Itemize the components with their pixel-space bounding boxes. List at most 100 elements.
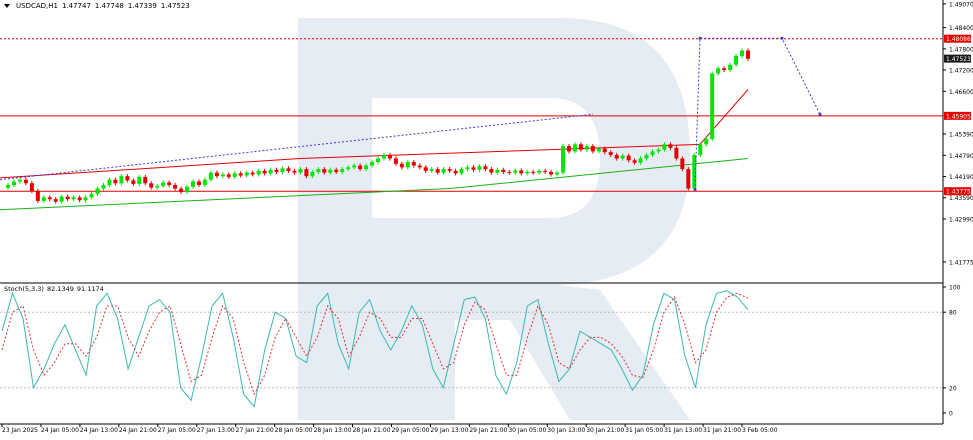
candle-body <box>722 68 727 71</box>
time-tick-label: 31 Jan 21:00 <box>703 427 741 434</box>
candle-body <box>435 169 440 173</box>
time-tick-label: 29 Jan 05:00 <box>391 427 429 434</box>
time-tick-label: 31 Jan 13:00 <box>664 427 702 434</box>
candle-body <box>208 172 213 180</box>
candle-body <box>95 188 100 194</box>
candle-body <box>596 148 601 152</box>
stoch-main-line <box>1 290 749 408</box>
candle-body <box>716 68 721 74</box>
candle-body <box>572 144 577 152</box>
candle-body <box>6 185 10 188</box>
candle-body <box>280 168 285 172</box>
candle-body <box>77 197 82 201</box>
symbol-label: USDCAD,H1 <box>16 2 58 10</box>
stoch-tick-label: 80 <box>949 310 957 317</box>
chart-header[interactable]: USDCAD,H1 1.47747 1.47748 1.47339 1.4752… <box>4 2 190 10</box>
candle-body <box>495 169 500 173</box>
price-tick-label: 1.48400 <box>949 25 973 32</box>
candle-body <box>477 166 482 170</box>
candle-body <box>53 199 58 202</box>
candle-body <box>459 169 464 174</box>
candle-body <box>405 162 410 168</box>
candle-body <box>411 162 416 166</box>
stoch-tick-label: 20 <box>949 385 957 392</box>
price-label-box <box>944 111 971 120</box>
candle-body <box>381 154 386 159</box>
candle-body <box>214 172 219 177</box>
candle-body <box>89 193 94 198</box>
candle-body <box>113 179 118 184</box>
candle-body <box>704 139 709 145</box>
price-tick-label: 1.43590 <box>949 195 973 202</box>
candle-body <box>483 166 488 170</box>
time-tick-label: 23 Jan 2025 <box>2 427 38 434</box>
candle-body <box>561 146 565 173</box>
candle-body <box>119 176 124 184</box>
candle-body <box>346 167 351 170</box>
forecast-point <box>693 188 697 192</box>
price-label-box <box>944 34 971 43</box>
candle-body <box>668 144 673 148</box>
candle-body <box>566 146 571 152</box>
candle-body <box>107 179 112 186</box>
price-tick-label: 1.46600 <box>949 89 973 96</box>
candle-body <box>590 146 595 152</box>
candle-body <box>465 167 470 170</box>
time-tick-label: 30 Jan 05:00 <box>508 427 546 434</box>
forecast-point <box>698 36 702 40</box>
candle-body <box>238 173 243 176</box>
price-label-text: 1.45905 <box>946 113 971 120</box>
stoch-d-value: 91.1174 <box>76 285 104 293</box>
candle-body <box>578 144 583 150</box>
candle-body <box>161 182 166 187</box>
price-tick-label: 1.47800 <box>949 46 973 53</box>
price-label-text: 1.43775 <box>946 189 971 196</box>
candles <box>6 48 750 204</box>
candle-body <box>555 172 560 175</box>
forecast-point <box>780 36 784 40</box>
candle-body <box>417 165 422 168</box>
candle-body <box>286 168 291 171</box>
candle-body <box>59 196 64 202</box>
price-tick-label: 1.42990 <box>949 216 973 223</box>
candle-body <box>531 171 536 173</box>
candle-body <box>131 180 136 184</box>
candle-body <box>447 169 452 171</box>
candle-body <box>513 170 518 173</box>
candle-body <box>453 170 458 174</box>
candle-body <box>274 169 279 172</box>
time-tick-label: 31 Jan 05:00 <box>625 427 663 434</box>
price-label-box <box>944 54 971 63</box>
time-tick-label: 27 Jan 05:00 <box>158 427 196 434</box>
forecast-path <box>693 36 822 192</box>
price-tick-label: 1.45390 <box>949 132 973 139</box>
candle-body <box>328 169 333 173</box>
candle-body <box>602 148 607 153</box>
candle-body <box>501 169 506 172</box>
candle-body <box>101 185 106 189</box>
candle-body <box>370 162 375 166</box>
high-value: 1.47748 <box>94 2 124 10</box>
candle-body <box>519 170 524 174</box>
candle-body <box>632 160 637 163</box>
series-ma_green <box>0 157 749 211</box>
time-tick-label: 27 Jan 13:00 <box>197 427 235 434</box>
candle-body <box>650 151 655 155</box>
candle-body <box>262 170 267 174</box>
candle-body <box>740 50 745 56</box>
candle-body <box>83 197 88 201</box>
candle-body <box>137 176 142 184</box>
time-tick-label: 28 Jan 13:00 <box>314 427 352 434</box>
chevron-down-icon[interactable] <box>4 4 10 8</box>
time-tick-label: 30 Jan 13:00 <box>547 427 585 434</box>
candle-body <box>232 173 237 177</box>
candle-body <box>322 169 327 173</box>
candle-body <box>507 171 512 173</box>
time-tick-label: 24 Jan 13:00 <box>80 427 118 434</box>
candle-body <box>686 169 691 189</box>
stoch-tick-label: 100 <box>949 285 961 292</box>
candle-body <box>125 176 130 181</box>
candle-body <box>608 152 613 155</box>
candle-body <box>340 169 345 172</box>
